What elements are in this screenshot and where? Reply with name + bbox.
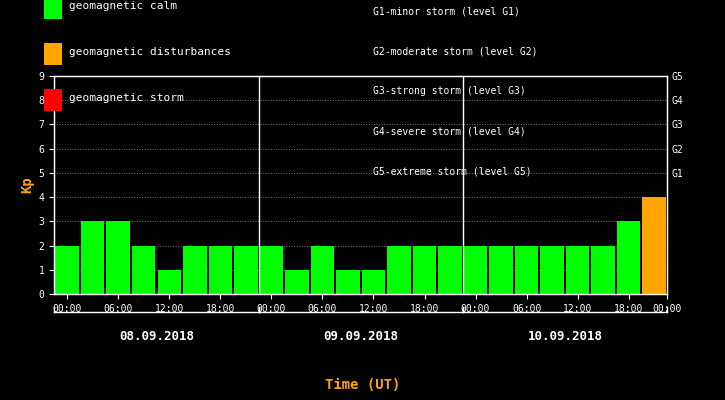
Bar: [439, 246, 462, 294]
Text: G4-severe storm (level G4): G4-severe storm (level G4): [373, 126, 526, 136]
Bar: [387, 246, 411, 294]
Text: 09.09.2018: 09.09.2018: [323, 330, 398, 342]
Text: geomagnetic calm: geomagnetic calm: [69, 1, 177, 11]
Text: 10.09.2018: 10.09.2018: [527, 330, 602, 342]
Bar: [55, 246, 79, 294]
Bar: [310, 246, 334, 294]
Text: 08.09.2018: 08.09.2018: [119, 330, 194, 342]
Text: G2-moderate storm (level G2): G2-moderate storm (level G2): [373, 46, 538, 56]
Text: G1-minor storm (level G1): G1-minor storm (level G1): [373, 6, 521, 16]
Bar: [642, 197, 666, 294]
Bar: [209, 246, 232, 294]
Bar: [260, 246, 283, 294]
Bar: [285, 270, 309, 294]
Bar: [157, 270, 181, 294]
Text: Time (UT): Time (UT): [325, 378, 400, 392]
Bar: [540, 246, 564, 294]
Bar: [132, 246, 155, 294]
Bar: [413, 246, 436, 294]
Bar: [592, 246, 615, 294]
Text: G5-extreme storm (level G5): G5-extreme storm (level G5): [373, 166, 532, 176]
Bar: [617, 221, 640, 294]
Text: G3-strong storm (level G3): G3-strong storm (level G3): [373, 86, 526, 96]
Bar: [81, 221, 104, 294]
Bar: [107, 221, 130, 294]
Bar: [362, 270, 385, 294]
Bar: [183, 246, 207, 294]
Bar: [464, 246, 487, 294]
Bar: [234, 246, 257, 294]
Bar: [489, 246, 513, 294]
Text: geomagnetic storm: geomagnetic storm: [69, 93, 183, 103]
Bar: [336, 270, 360, 294]
Y-axis label: Kp: Kp: [20, 177, 35, 193]
Text: geomagnetic disturbances: geomagnetic disturbances: [69, 47, 231, 57]
Bar: [515, 246, 539, 294]
Bar: [566, 246, 589, 294]
